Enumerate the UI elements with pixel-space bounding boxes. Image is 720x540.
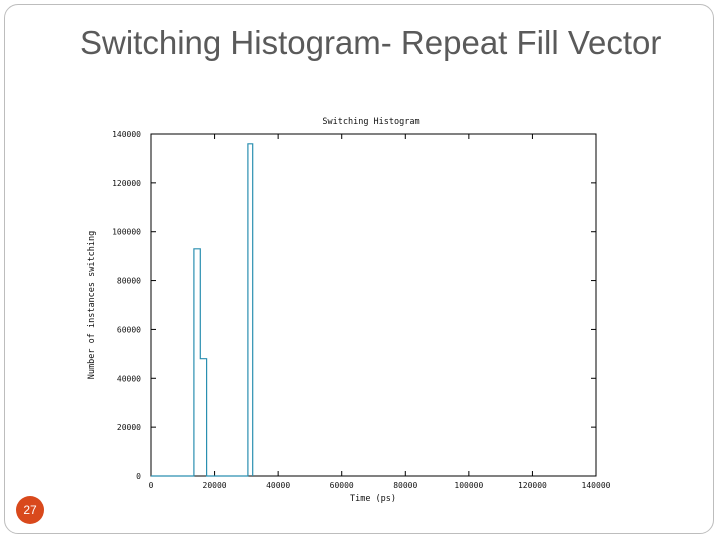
y-tick-label: 140000	[112, 130, 141, 139]
histogram-series-line	[151, 143, 254, 477]
plot-frame	[150, 133, 597, 477]
y-tick-label: 60000	[117, 325, 141, 334]
x-tick-label: 140000	[582, 481, 611, 490]
series-layer	[151, 143, 254, 477]
x-tick-label: 80000	[393, 481, 417, 490]
y-tick-label: 20000	[117, 423, 141, 432]
y-tick-label: 0	[136, 472, 141, 481]
y-axis-label: Number of instances switching	[87, 231, 97, 379]
x-tick-label: 100000	[454, 481, 483, 490]
y-tick-label: 40000	[117, 374, 141, 383]
slide-frame	[4, 4, 714, 534]
chart-title: Switching Histogram	[322, 117, 419, 127]
x-tick-label: 60000	[330, 481, 354, 490]
x-axis-label: Time (ps)	[350, 494, 396, 504]
y-tick-label: 80000	[117, 277, 141, 286]
y-tick-label: 120000	[112, 179, 141, 188]
slide-title: Switching Histogram- Repeat Fill Vector	[80, 24, 662, 61]
page-number: 27	[16, 496, 44, 524]
x-ticks: 0 20000 40000 60000 80000 100000 120000 140000	[149, 134, 611, 490]
x-tick-label: 40000	[266, 481, 290, 490]
y-tick-label: 100000	[112, 228, 141, 237]
x-tick-label: 0	[149, 481, 154, 490]
y-ticks: 0 20000 40000 60000 80000 100000 120000 140000	[112, 130, 596, 481]
x-tick-label: 20000	[203, 481, 227, 490]
x-tick-label: 120000	[518, 481, 547, 490]
